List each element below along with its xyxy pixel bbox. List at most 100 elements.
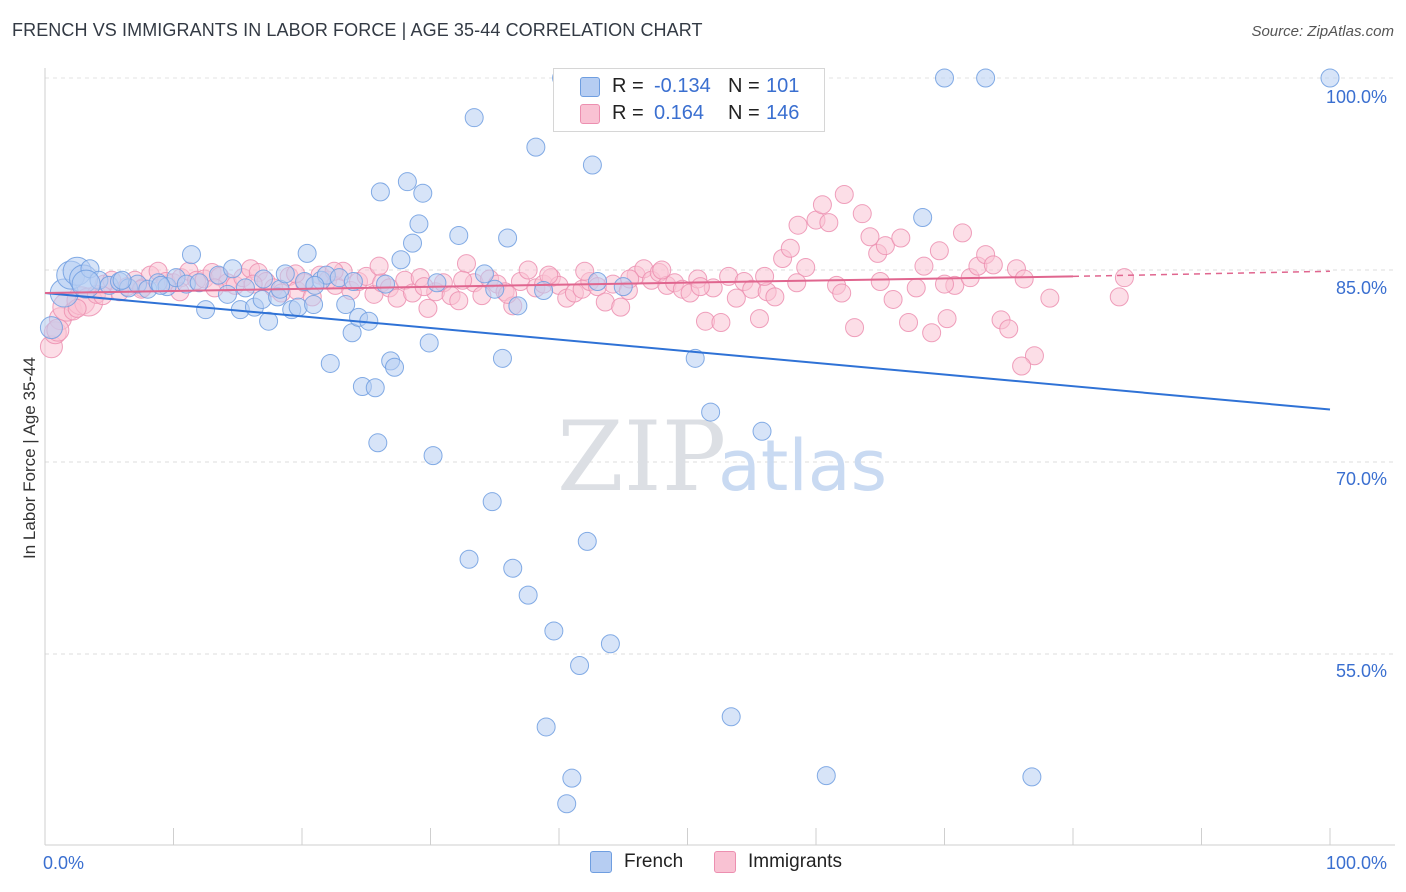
french-point bbox=[419, 333, 439, 353]
immigrants-point bbox=[1114, 268, 1134, 288]
french-point bbox=[253, 269, 273, 289]
french-point bbox=[976, 68, 996, 88]
french-point bbox=[409, 214, 429, 234]
french-point bbox=[427, 273, 447, 293]
french-point bbox=[297, 243, 317, 263]
french-point bbox=[613, 277, 633, 297]
french-point bbox=[752, 421, 772, 441]
immigrants-point bbox=[755, 266, 775, 286]
correlation-legend: R = -0.134 N = 101 R = 0.164 N = 146 bbox=[553, 68, 825, 132]
french-point bbox=[275, 264, 295, 284]
immigrants-point bbox=[749, 309, 769, 329]
source-label: Source: ZipAtlas.com bbox=[1251, 23, 1394, 40]
french-point bbox=[368, 433, 388, 453]
grid-lines bbox=[45, 77, 1395, 655]
french-point bbox=[508, 296, 528, 316]
french-point bbox=[196, 300, 216, 320]
french-point bbox=[365, 378, 385, 398]
legend-label-french: French bbox=[624, 851, 684, 872]
french-point bbox=[935, 68, 954, 88]
immigrants-point bbox=[922, 323, 942, 343]
french-point bbox=[449, 225, 469, 245]
legend-r-key: R = bbox=[612, 101, 644, 124]
french-point bbox=[385, 357, 405, 377]
immigrants-point bbox=[711, 312, 731, 332]
french-point bbox=[600, 634, 620, 654]
french-point bbox=[459, 549, 479, 569]
chart-title: FRENCH VS IMMIGRANTS IN LABOR FORCE | AG… bbox=[12, 20, 703, 40]
french-point bbox=[320, 353, 340, 373]
immigrants-point bbox=[787, 273, 807, 293]
french-trend-line bbox=[44, 292, 1331, 411]
immigrants-point bbox=[611, 297, 631, 317]
immigrants-point bbox=[832, 283, 852, 303]
immigrants-point bbox=[1024, 346, 1044, 366]
french-point bbox=[391, 250, 411, 270]
immigrants-point bbox=[726, 288, 746, 308]
french-point bbox=[518, 585, 538, 605]
legend-item-immigrants: Immigrants bbox=[714, 851, 842, 873]
french-point bbox=[336, 295, 356, 315]
x-axis bbox=[44, 68, 1395, 846]
immigrants-point bbox=[1012, 356, 1032, 376]
immigrants-point bbox=[518, 260, 538, 280]
french-point bbox=[492, 348, 512, 368]
immigrants-point bbox=[834, 184, 854, 204]
x-tick-label-min: 0.0% bbox=[43, 853, 85, 873]
immigrants-point bbox=[575, 261, 595, 281]
y-tick-label: 70.0% bbox=[1336, 469, 1388, 489]
french-point bbox=[304, 295, 324, 315]
immigrants-point bbox=[883, 289, 903, 309]
immigrants-point bbox=[899, 312, 919, 332]
french-point bbox=[235, 278, 255, 298]
immigrants-trend-extension bbox=[1072, 270, 1331, 278]
legend-swatch-french bbox=[590, 851, 612, 873]
french-point bbox=[582, 155, 602, 175]
french-point bbox=[816, 766, 836, 786]
immigrants-point bbox=[690, 277, 710, 297]
french-point bbox=[189, 273, 209, 293]
french-point bbox=[570, 656, 590, 676]
french-point bbox=[482, 492, 502, 512]
immigrants-point bbox=[453, 270, 473, 290]
y-axis-label: In Labor Force | Age 35-44 bbox=[20, 357, 39, 559]
french-point bbox=[223, 259, 243, 279]
immigrants-point bbox=[796, 257, 816, 277]
immigrants-point bbox=[652, 260, 672, 280]
immigrants-point bbox=[780, 238, 800, 258]
immigrants-point bbox=[999, 319, 1019, 339]
french-point bbox=[305, 275, 325, 295]
french-point bbox=[721, 707, 741, 727]
immigrants-point bbox=[845, 318, 865, 338]
french-point bbox=[343, 272, 363, 292]
immigrants-point bbox=[935, 274, 954, 294]
immigrants-point bbox=[891, 228, 911, 248]
french-point bbox=[701, 402, 721, 422]
immigrants-point bbox=[819, 213, 839, 233]
legend-r-value: -0.134 bbox=[654, 74, 711, 97]
french-point bbox=[498, 228, 518, 248]
immigrants-point bbox=[812, 195, 832, 215]
french-point bbox=[370, 182, 390, 202]
legend-n-key: N = bbox=[728, 101, 760, 124]
immigrants-point bbox=[914, 256, 934, 276]
immigrants-point bbox=[449, 291, 469, 311]
watermark-atlas: atlas bbox=[718, 425, 887, 507]
zipatlas-watermark: ZIP atlas bbox=[557, 401, 887, 513]
immigrants-point bbox=[456, 254, 476, 274]
y-tick-label: 55.0% bbox=[1336, 661, 1388, 681]
french-point bbox=[413, 183, 433, 203]
french-point bbox=[423, 446, 443, 466]
trend-lines bbox=[44, 270, 1331, 411]
y-tick-label: 100.0% bbox=[1326, 87, 1388, 107]
french-point bbox=[503, 558, 523, 578]
legend-item-french: French bbox=[590, 851, 683, 873]
y-tick-label: 85.0% bbox=[1336, 278, 1388, 298]
french-point bbox=[526, 137, 546, 157]
immigrants-point bbox=[1109, 287, 1129, 307]
french-point bbox=[71, 269, 101, 299]
french-point bbox=[544, 621, 564, 641]
french-point bbox=[685, 348, 705, 368]
french-point bbox=[1022, 767, 1042, 787]
immigrants-point bbox=[765, 287, 785, 307]
